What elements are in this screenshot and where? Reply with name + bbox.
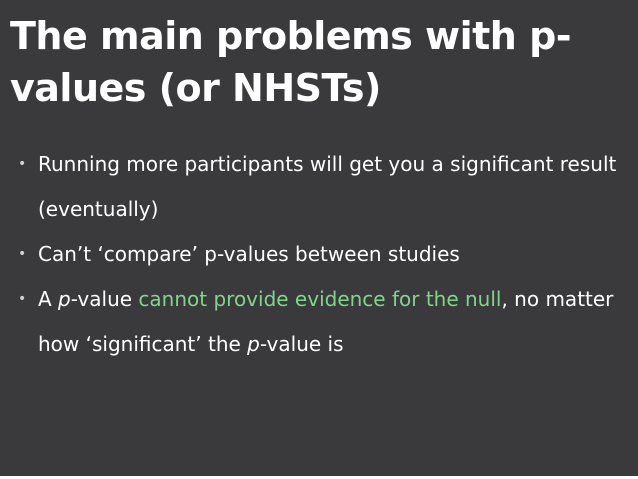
bullet-text: Can’t ‘compare’ p-values between studies	[38, 242, 460, 266]
bullet-marker: •	[18, 291, 27, 307]
bullet-text-prefix: A	[38, 287, 59, 311]
bullet-text-suffix: -value is	[259, 332, 344, 356]
italic-p: p	[247, 332, 260, 356]
bullet-item-3: • A p-value cannot provide evidence for …	[18, 277, 628, 367]
bullet-text: Running more participants will get you a…	[38, 152, 617, 221]
slide-title: The main problems with p-values (or NHST…	[10, 14, 572, 110]
bullet-marker: •	[18, 156, 27, 172]
bullet-text-mid: -value	[70, 287, 139, 311]
italic-p: p	[58, 287, 71, 311]
highlighted-text: cannot provide evidence for the null	[138, 287, 502, 311]
bullet-marker: •	[18, 246, 27, 262]
bullet-list: • Running more participants will get you…	[18, 142, 628, 367]
bullet-text-mid: , no matter how ‘significant’ the	[38, 287, 614, 356]
bullet-item-1: • Running more participants will get you…	[18, 142, 628, 232]
bullet-item-2: • Can’t ‘compare’ p-values between studi…	[18, 232, 628, 277]
